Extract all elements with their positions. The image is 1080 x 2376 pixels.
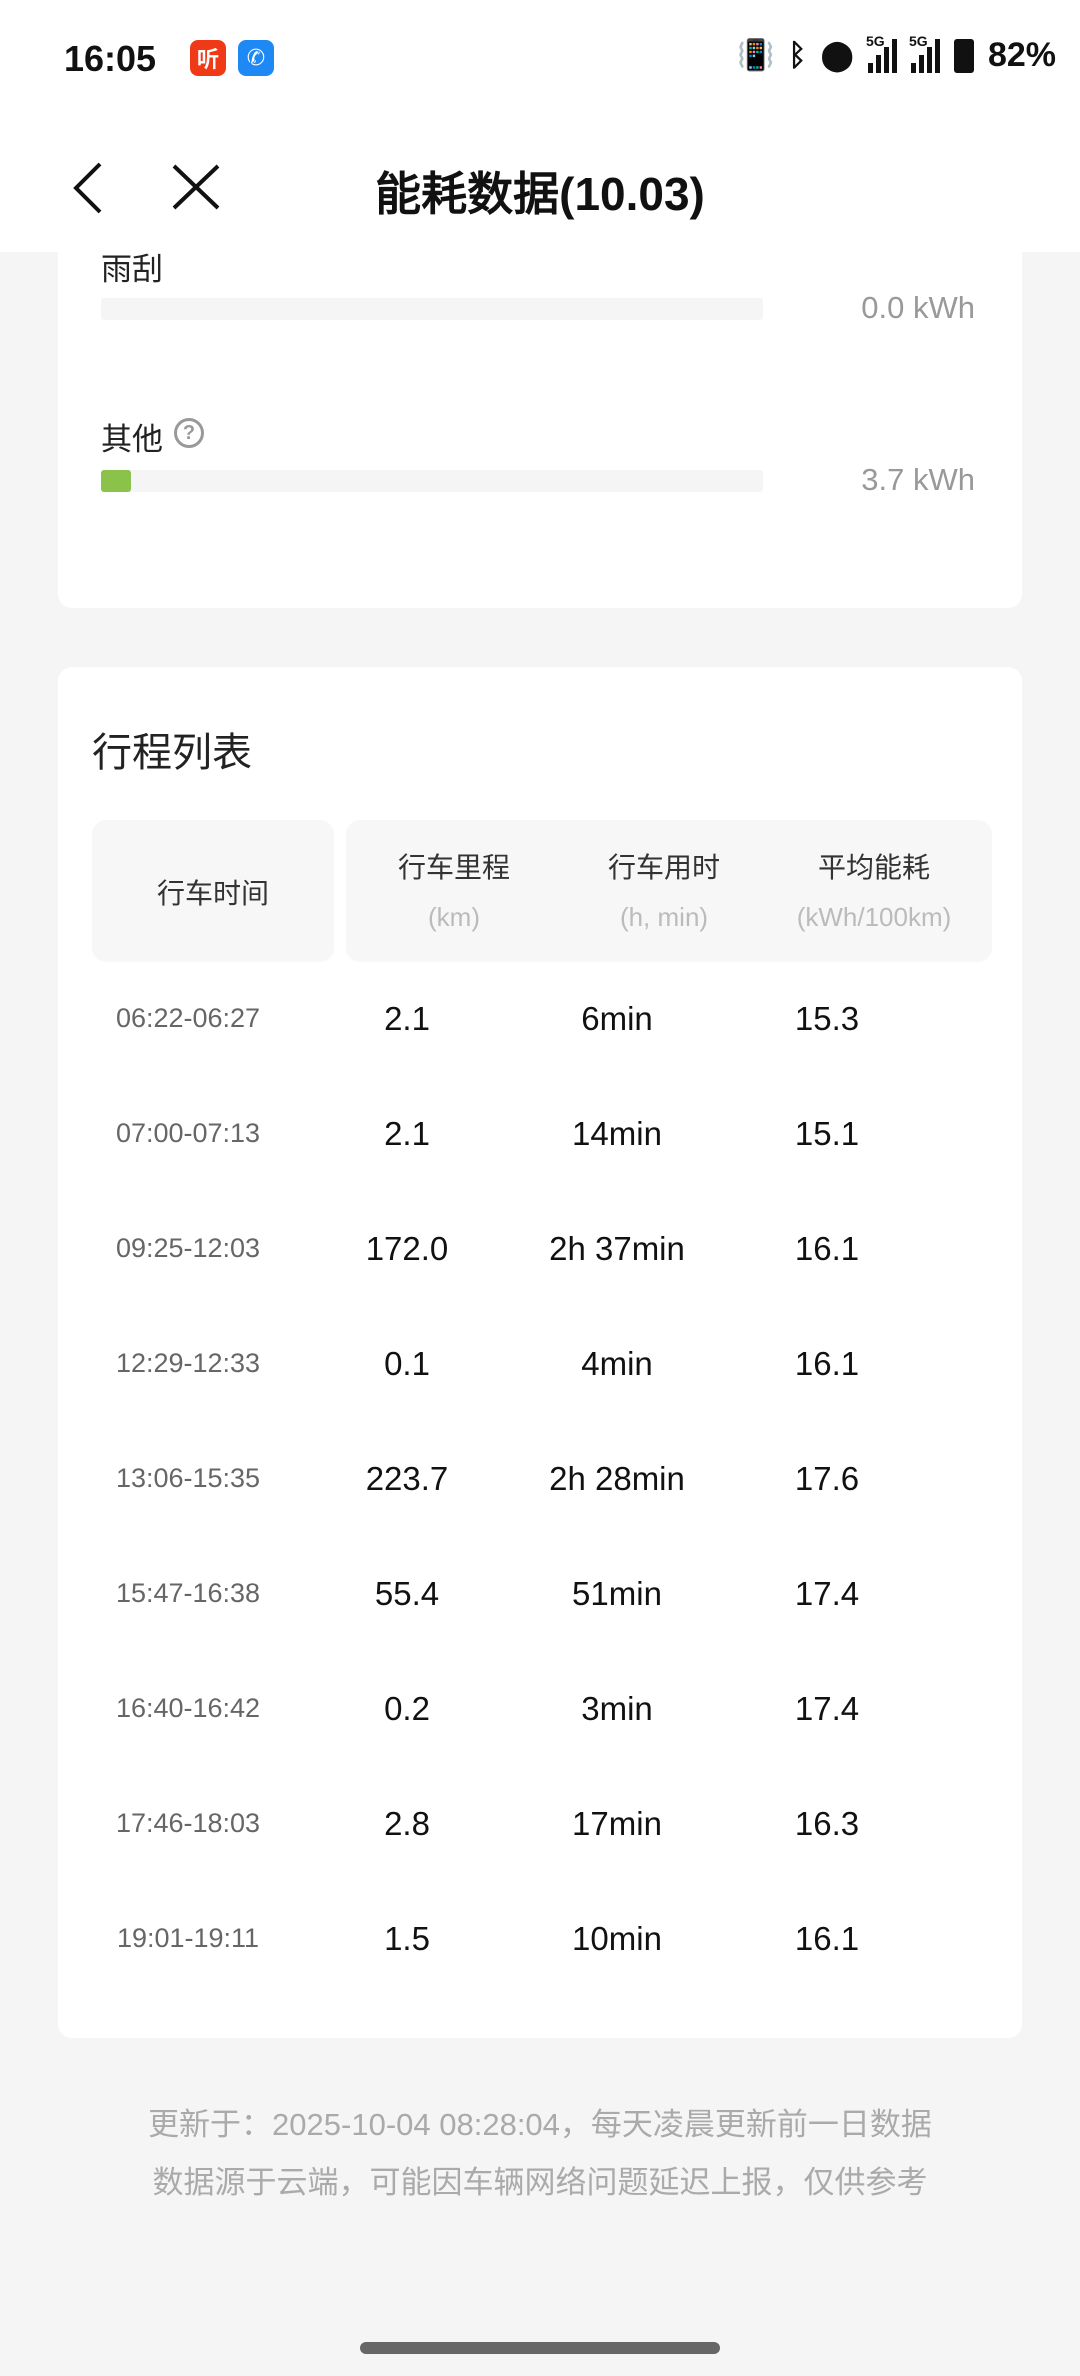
- battery-icon: [953, 38, 974, 73]
- status-time: 16:05: [64, 38, 157, 79]
- phone-app-icon: ✆: [238, 40, 274, 76]
- trip-duration: 2h 37min: [549, 1229, 685, 1267]
- table-row[interactable]: 17:46-18:03 2.8 17min 16.3: [58, 1766, 1022, 1881]
- trip-duration: 6min: [581, 999, 653, 1037]
- trip-distance: 2.8: [384, 1804, 430, 1842]
- energy-item-label: 其他: [101, 422, 163, 457]
- column-header: 行车里程: [397, 852, 510, 883]
- table-row[interactable]: 06:22-06:27 2.1 6min 15.3: [58, 961, 1022, 1076]
- signal-icon: 5G: [866, 33, 897, 73]
- table-row[interactable]: 16:40-16:42 0.2 3min 17.4: [58, 1651, 1022, 1766]
- trip-duration: 10min: [572, 1919, 662, 1957]
- table-row[interactable]: 15:47-16:38 55.4 51min 17.4: [58, 1536, 1022, 1651]
- trip-distance: 0.1: [384, 1344, 430, 1382]
- question-circle-icon[interactable]: ?: [174, 418, 204, 448]
- trip-distance: 1.5: [384, 1919, 430, 1957]
- nav-bar: 能耗数据(10.03): [0, 120, 1080, 252]
- network-type: 5G: [908, 32, 928, 49]
- trip-duration: 3min: [581, 1689, 653, 1727]
- energy-bar: [101, 470, 763, 492]
- trip-duration: 14min: [572, 1114, 662, 1152]
- trip-distance: 172.0: [365, 1229, 449, 1267]
- trip-duration: 4min: [581, 1344, 653, 1382]
- trip-duration: 2h 28min: [549, 1459, 685, 1497]
- bluetooth-icon: ᛒ: [788, 38, 807, 72]
- trip-duration: 17min: [572, 1804, 662, 1842]
- section-title: 行程列表: [92, 731, 252, 775]
- table-header-time: 行车时间: [92, 820, 334, 962]
- trip-avg-consumption: 16.1: [794, 1229, 860, 1267]
- trip-time: 07:00-07:13: [115, 1118, 261, 1148]
- trip-distance: 55.4: [374, 1574, 440, 1612]
- trip-avg-consumption: 16.3: [794, 1804, 860, 1842]
- table-header-metrics: 行车里程 (km) 行车用时 (h, min) 平均能耗 (kWh/100km): [346, 820, 992, 962]
- trip-duration: 51min: [572, 1574, 662, 1612]
- signal-icon: 5G: [909, 33, 940, 73]
- close-icon[interactable]: [170, 162, 222, 212]
- location-icon: ⬤: [820, 39, 854, 72]
- table-row[interactable]: 12:29-12:33 0.1 4min 16.1: [58, 1306, 1022, 1421]
- trip-time: 16:40-16:42: [115, 1693, 261, 1723]
- trip-time: 19:01-19:11: [116, 1923, 260, 1953]
- trip-time: 09:25-12:03: [115, 1233, 261, 1263]
- energy-breakdown-card: [58, 200, 1022, 608]
- trip-time: 06:22-06:27: [115, 1003, 261, 1033]
- home-indicator[interactable]: [360, 2342, 720, 2354]
- column-unit: (kWh/100km): [796, 902, 952, 932]
- column-header: 行车用时: [607, 852, 720, 883]
- trip-time: 12:29-12:33: [115, 1348, 261, 1378]
- table-row[interactable]: 19:01-19:11 1.5 10min 16.1: [58, 1881, 1022, 1996]
- trip-avg-consumption: 17.4: [794, 1689, 860, 1727]
- trip-avg-consumption: 15.1: [794, 1114, 860, 1152]
- trip-time: 15:47-16:38: [115, 1578, 261, 1608]
- trip-avg-consumption: 17.4: [794, 1574, 860, 1612]
- battery-percent: 82%: [987, 36, 1056, 74]
- trip-avg-consumption: 16.1: [794, 1344, 860, 1382]
- trip-time: 13:06-15:35: [115, 1463, 261, 1493]
- energy-bar: [101, 298, 763, 320]
- ximalaya-app-icon: 听: [190, 40, 226, 76]
- column-header: 行车时间: [156, 878, 269, 909]
- trip-avg-consumption: 16.1: [794, 1919, 860, 1957]
- trip-distance: 2.1: [384, 999, 430, 1037]
- energy-item-value: 0.0 kWh: [861, 290, 975, 325]
- energy-bar-fill: [101, 470, 131, 492]
- back-icon[interactable]: [68, 160, 108, 216]
- status-bar: 16:05 听 ✆ 📳 ᛒ ⬤ 5G 5G 82%: [0, 0, 1080, 120]
- table-row[interactable]: 07:00-07:13 2.1 14min 15.1: [58, 1076, 1022, 1191]
- page-title: 能耗数据(10.03): [375, 168, 705, 220]
- trip-distance: 0.2: [384, 1689, 430, 1727]
- footer-source-note: 数据源于云端，可能因车辆网络问题延迟上报，仅供参考: [152, 2165, 928, 2200]
- column-unit: (h, min): [619, 902, 709, 932]
- table-row[interactable]: 13:06-15:35 223.7 2h 28min 17.6: [58, 1421, 1022, 1536]
- vibrate-icon: 📳: [737, 39, 775, 72]
- network-type: 5G: [865, 32, 885, 49]
- trip-distance: 223.7: [365, 1459, 449, 1497]
- trip-time: 17:46-18:03: [115, 1808, 261, 1838]
- energy-item-label: 雨刮: [101, 252, 163, 287]
- trip-avg-consumption: 17.6: [794, 1459, 860, 1497]
- trip-avg-consumption: 15.3: [794, 999, 860, 1037]
- footer-update-note: 更新于：2025-10-04 08:28:04，每天凌晨更新前一日数据: [148, 2107, 932, 2142]
- energy-item-value: 3.7 kWh: [861, 462, 975, 497]
- column-header: 平均能耗: [817, 852, 930, 883]
- trip-distance: 2.1: [384, 1114, 430, 1152]
- column-unit: (km): [428, 902, 480, 932]
- table-row[interactable]: 09:25-12:03 172.0 2h 37min 16.1: [58, 1191, 1022, 1306]
